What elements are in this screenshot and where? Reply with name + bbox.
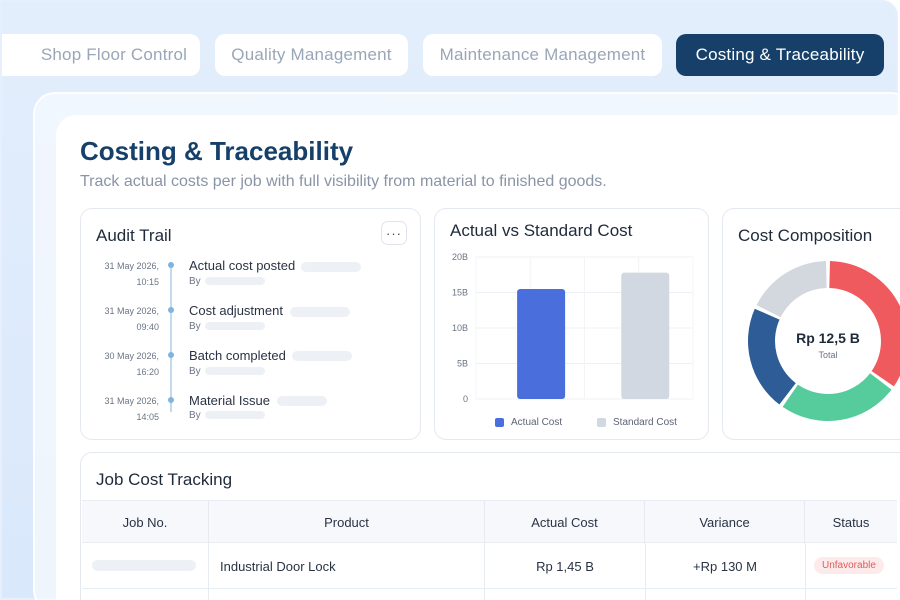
placeholder-bar xyxy=(292,351,352,361)
column-divider xyxy=(645,544,646,600)
column-divider xyxy=(484,544,485,600)
bar-actual-cost xyxy=(517,288,566,399)
tab-quality-management[interactable]: Quality Management xyxy=(215,34,408,76)
column-header-job-no[interactable]: Job No. xyxy=(82,501,209,544)
legend-label: Actual Cost xyxy=(511,417,563,428)
audit-trail-title: Audit Trail xyxy=(96,226,172,245)
donut-slice-4 xyxy=(756,261,827,318)
table-header: Job No. Product Actual Cost Variance Sta… xyxy=(82,500,897,544)
tab-label: Maintenance Management xyxy=(439,45,646,64)
legend-item-actual: Actual Cost xyxy=(495,417,562,428)
timeline-by: By xyxy=(189,410,201,421)
tab-maintenance-management[interactable]: Maintenance Management xyxy=(423,34,662,76)
tab-costing-traceability[interactable]: Costing & Traceability xyxy=(676,34,884,76)
cell-actual-cost: Rp 1,45 B xyxy=(536,558,594,574)
y-tick-label: 5B xyxy=(457,359,468,369)
placeholder-bar xyxy=(205,367,265,375)
timeline-dot xyxy=(168,262,174,268)
donut-total-label: Total xyxy=(818,350,838,360)
tab-label: Quality Management xyxy=(231,45,392,64)
placeholder-bar xyxy=(277,396,327,406)
more-icon: ··· xyxy=(386,225,402,241)
y-tick-label: 0 xyxy=(463,394,468,404)
timeline-dot xyxy=(168,397,174,403)
column-divider xyxy=(805,544,806,600)
timeline-dot xyxy=(168,352,174,358)
page-title: Costing & Traceability xyxy=(80,136,354,166)
bar-standard-cost xyxy=(621,272,670,399)
y-tick-label: 10B xyxy=(452,323,468,333)
donut-chart xyxy=(748,261,900,421)
placeholder-bar xyxy=(301,262,361,272)
timeline-event-label: Actual cost posted xyxy=(189,258,296,273)
timeline-date: 31 May 2026, 14:05 xyxy=(104,396,159,422)
timeline-dot xyxy=(168,307,174,313)
bar-chart: 0 5B 10B 15B 20B xyxy=(452,252,694,404)
page-subtitle: Track actual costs per job with full vis… xyxy=(80,173,607,190)
legend-item-standard: Standard Cost xyxy=(597,417,677,428)
timeline-by: By xyxy=(189,321,201,332)
timeline-line xyxy=(170,262,172,412)
tab-label: Shop Floor Control xyxy=(40,45,188,64)
cost-composition-title: Cost Composition xyxy=(738,226,873,245)
placeholder-bar xyxy=(205,411,265,419)
column-header-variance[interactable]: Variance xyxy=(645,501,805,544)
timeline-event-label: Cost adjustment xyxy=(189,303,283,318)
legend-label: Standard Cost xyxy=(613,417,677,428)
legend-swatch xyxy=(597,418,606,427)
y-tick-label: 15B xyxy=(452,288,468,298)
timeline-by: By xyxy=(189,366,201,377)
more-options-button[interactable]: ··· xyxy=(381,221,407,245)
legend-swatch xyxy=(495,418,504,427)
timeline-event-label: Material Issue xyxy=(189,393,270,408)
cell-product: Industrial Door Lock xyxy=(220,558,336,574)
status-badge: Unfavorable xyxy=(814,557,884,574)
column-divider xyxy=(208,544,209,600)
job-cost-title: Job Cost Tracking xyxy=(96,470,233,489)
placeholder-bar xyxy=(290,307,350,317)
timeline-date: 31 May 2026, 09:40 xyxy=(104,306,159,332)
donut-slice-3 xyxy=(748,308,796,405)
cost-chart-title: Actual vs Standard Cost xyxy=(450,221,633,240)
donut-slice-2 xyxy=(782,373,892,421)
donut-total-value: Rp 12,5 B xyxy=(796,330,860,346)
timeline-date: 31 May 2026, 10:15 xyxy=(104,261,159,287)
module-tabs: Shop Floor Control Quality Management Ma… xyxy=(2,34,896,78)
tab-label: Costing & Traceability xyxy=(695,45,865,64)
timeline-event-label: Batch completed xyxy=(189,348,286,363)
y-tick-label: 20B xyxy=(452,252,468,262)
column-header-status[interactable]: Status xyxy=(832,515,870,530)
cell-variance: +Rp 130 M xyxy=(693,558,757,574)
column-header-product[interactable]: Product xyxy=(209,501,485,544)
row-divider xyxy=(82,588,897,589)
job-no-placeholder xyxy=(92,560,196,571)
donut-slice-1 xyxy=(829,261,900,387)
timeline-date: 30 May 2026, 16:20 xyxy=(104,351,159,377)
timeline-by: By xyxy=(189,276,201,287)
placeholder-bar xyxy=(205,277,265,285)
placeholder-bar xyxy=(205,322,265,330)
tab-shop-floor-control[interactable]: Shop Floor Control xyxy=(2,34,200,76)
column-header-actual-cost[interactable]: Actual Cost xyxy=(485,501,645,544)
